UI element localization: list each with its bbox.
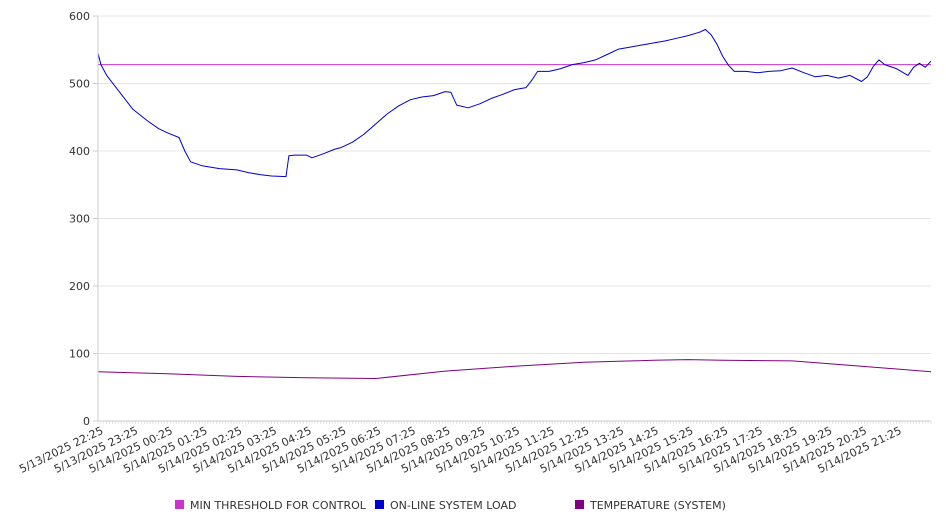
legend-label: ON-LINE SYSTEM LOAD [390, 499, 516, 512]
y-tick-label: 100 [69, 348, 90, 361]
y-tick-label: 200 [69, 280, 90, 293]
y-tick-label: 500 [69, 78, 90, 91]
y-tick-label: 600 [69, 10, 90, 23]
on-line-system-load-line [97, 29, 932, 178]
legend-swatch [575, 500, 584, 509]
legend-label: TEMPERATURE (SYSTEM) [589, 499, 726, 512]
legend: MIN THRESHOLD FOR CONTROL ON-LINE SYSTEM … [175, 499, 726, 512]
legend-swatch [375, 500, 384, 509]
gridlines [98, 15, 931, 354]
temperature-system-line [97, 359, 932, 379]
series-lines [97, 29, 932, 379]
legend-label: MIN THRESHOLD FOR CONTROL [190, 499, 367, 512]
y-tick-label: 0 [83, 415, 90, 428]
y-axis-ticks: 0 100 200 300 400 500 600 [69, 10, 98, 428]
y-tick-label: 300 [69, 213, 90, 226]
legend-swatch [175, 500, 184, 509]
x-axis-ticks: 5/13/2025 22:255/13/2025 23:255/14/2025 … [17, 421, 932, 476]
y-tick-label: 400 [69, 145, 90, 158]
